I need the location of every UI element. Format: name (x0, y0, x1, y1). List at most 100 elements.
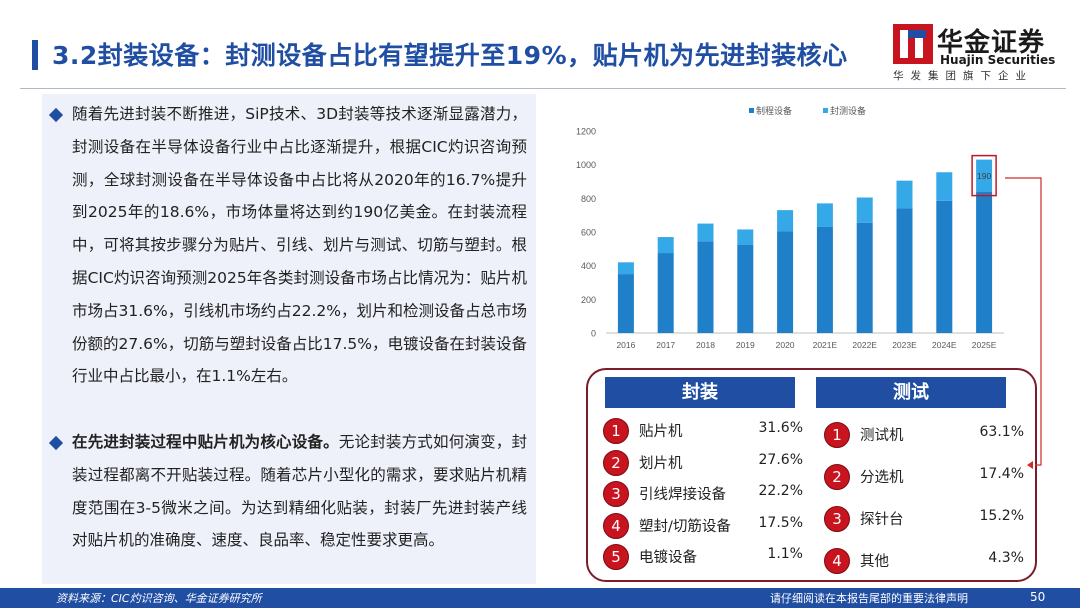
packaging-item-percent: 31.6% (758, 420, 803, 436)
page-number: 50 (1030, 590, 1046, 604)
packaging-item-label: 划片机 (639, 455, 683, 472)
packaging-header: 封装 (605, 377, 795, 408)
testing-item-number-badge: 4 (824, 548, 850, 574)
huajin-logo-icon (893, 24, 933, 64)
y-tick-label: 600 (581, 228, 596, 238)
packaging-item-percent: 1.1% (767, 546, 803, 562)
bar-segment-process (976, 191, 993, 333)
testing-item-row: 3 探针台 15.2% (824, 506, 1024, 532)
x-tick-label: 2018 (696, 340, 715, 350)
paragraph-2-body: 无论封装方式如何演变，封装过程都离不开贴装过程。随着芯片小型化的需求，要求贴片机… (72, 433, 527, 550)
testing-item-number-badge: 1 (824, 422, 850, 448)
bar-segment-packaging-test (856, 197, 873, 223)
packaging-item-number-badge: 3 (603, 481, 629, 507)
diamond-bullet-icon (48, 107, 64, 123)
bar-segment-process (816, 226, 833, 333)
x-tick-label: 2022E (852, 340, 877, 350)
equipment-market-chart: 0 200 400 600 800 1000 1200 2016 2017 2018 2019 202… (576, 105, 1004, 350)
footer-bar: 资料来源：CIC灼识咨询、华金证券研究所 请仔细阅读在本报告尾部的重要法律声明 … (0, 588, 1080, 608)
x-tick-label: 2020 (776, 340, 795, 350)
bar-segment-packaging-test (936, 172, 953, 201)
highlight-box (971, 154, 997, 197)
bar-segment-process (697, 241, 714, 333)
bar-segment-packaging-test (777, 210, 794, 232)
text-panel: 随着先进封装不断推进，SiP技术、3D封装等技术逐渐显露潜力，封测设备在半导体设… (42, 94, 536, 584)
x-tick-label: 2017 (656, 340, 675, 350)
packaging-item-label: 贴片机 (639, 424, 683, 440)
packaging-item-row: 1 贴片机 31.6% (603, 418, 803, 444)
legend-label: 封测设备 (830, 105, 866, 117)
packaging-item-percent: 22.2% (758, 483, 803, 499)
bar-segment-process (617, 274, 634, 333)
bar-segment-process (657, 253, 674, 333)
y-tick-label: 1000 (576, 160, 596, 170)
bar-segment-packaging-test (737, 229, 754, 245)
packaging-item-number-badge: 2 (603, 449, 629, 476)
testing-item-percent: 63.1% (979, 424, 1024, 440)
packaging-item-label: 引线焊接设备 (639, 487, 726, 503)
source-note: 资料来源：CIC灼识咨询、华金证券研究所 (56, 592, 262, 605)
legend-swatch (749, 108, 754, 113)
logo-chinese-name: 华金证券 (937, 28, 1046, 58)
legend-swatch (823, 108, 828, 113)
testing-item-number-badge: 2 (824, 464, 850, 490)
packaging-item-label: 电镀设备 (639, 550, 697, 566)
x-tick-label: 2021E (813, 340, 838, 350)
testing-item-number-badge: 3 (824, 506, 850, 532)
x-tick-label: 2024E (932, 340, 957, 350)
y-tick-label: 0 (591, 329, 596, 339)
packaging-item-number-badge: 5 (603, 544, 629, 570)
paragraph-1: 随着先进封装不断推进，SiP技术、3D封装等技术逐渐显露潜力，封测设备在半导体设… (72, 105, 527, 386)
bar-segment-packaging-test (617, 262, 634, 275)
callout-connector (1005, 177, 1042, 469)
bar-segment-packaging-test (896, 180, 913, 209)
packaging-item-row: 3 引线焊接设备 22.2% (603, 481, 803, 507)
diamond-bullet-icon (48, 435, 64, 451)
bar-segment-packaging-test (697, 223, 714, 242)
legend-label: 制程设备 (756, 105, 792, 117)
packaging-item-label: 塑封/切筋设备 (639, 518, 731, 535)
testing-header: 测试 (816, 377, 1006, 408)
testing-item-row: 2 分选机 17.4% (824, 464, 1024, 490)
x-tick-label: 2016 (616, 340, 635, 350)
bar-segment-process (936, 200, 953, 333)
x-tick-label: 2025E (972, 340, 997, 350)
annotation-label: 190 (977, 171, 991, 181)
equipment-share-panel: 封装 测试 1 贴片机 31.6% 2 划片机 27.6% 3 引线焊接设备 22.2% 4 塑封/… (586, 368, 1037, 582)
bar-segment-process (896, 208, 913, 333)
bar-segment-packaging-test (816, 203, 833, 227)
y-tick-label: 400 (581, 261, 596, 271)
header-divider (20, 88, 1066, 89)
packaging-item-number-badge: 1 (603, 418, 629, 444)
testing-item-percent: 15.2% (979, 508, 1024, 524)
brand-logo: 华金证券 Huajin Securities (893, 20, 1073, 80)
bar-segment-process (737, 244, 754, 333)
testing-item-row: 4 其他 4.3% (824, 548, 1024, 574)
brand-tagline: 华发集团旗下企业 (893, 70, 1033, 82)
packaging-item-percent: 17.5% (758, 514, 803, 531)
bar-segment-packaging-test (657, 237, 674, 254)
title-accent-bar (32, 40, 38, 70)
testing-item-percent: 4.3% (988, 550, 1024, 566)
bar-segment-process (856, 222, 873, 333)
packaging-item-row: 2 划片机 27.6% (603, 449, 803, 476)
y-tick-label: 200 (581, 295, 596, 305)
testing-item-label: 测试机 (860, 428, 904, 444)
x-tick-label: 2023E (892, 340, 917, 350)
y-tick-label: 1200 (576, 127, 596, 137)
testing-item-label: 其他 (860, 554, 889, 570)
paragraph-2-lead: 在先进封装过程中贴片机为核心设备。 (72, 433, 339, 451)
packaging-item-row: 5 电镀设备 1.1% (603, 544, 803, 570)
packaging-item-row: 4 塑封/切筋设备 17.5% (603, 512, 803, 539)
packaging-item-number-badge: 4 (603, 512, 629, 539)
testing-item-label: 分选机 (860, 470, 904, 486)
paragraph-2: 在先进封装过程中贴片机为核心设备。无论封装方式如何演变，封装过程都离不开贴装过程… (72, 426, 527, 557)
bar-segment-packaging-test (976, 159, 993, 192)
legal-disclaimer: 请仔细阅读在本报告尾部的重要法律声明 (770, 592, 968, 605)
page-title: 3.2封装设备：封测设备占比有望提升至19%，贴片机为先进封装核心 (52, 41, 848, 70)
testing-item-label: 探针台 (860, 512, 904, 528)
bar-segment-process (777, 231, 794, 333)
testing-item-row: 1 测试机 63.1% (824, 422, 1024, 448)
testing-item-percent: 17.4% (979, 466, 1024, 482)
x-tick-label: 2019 (736, 340, 755, 350)
